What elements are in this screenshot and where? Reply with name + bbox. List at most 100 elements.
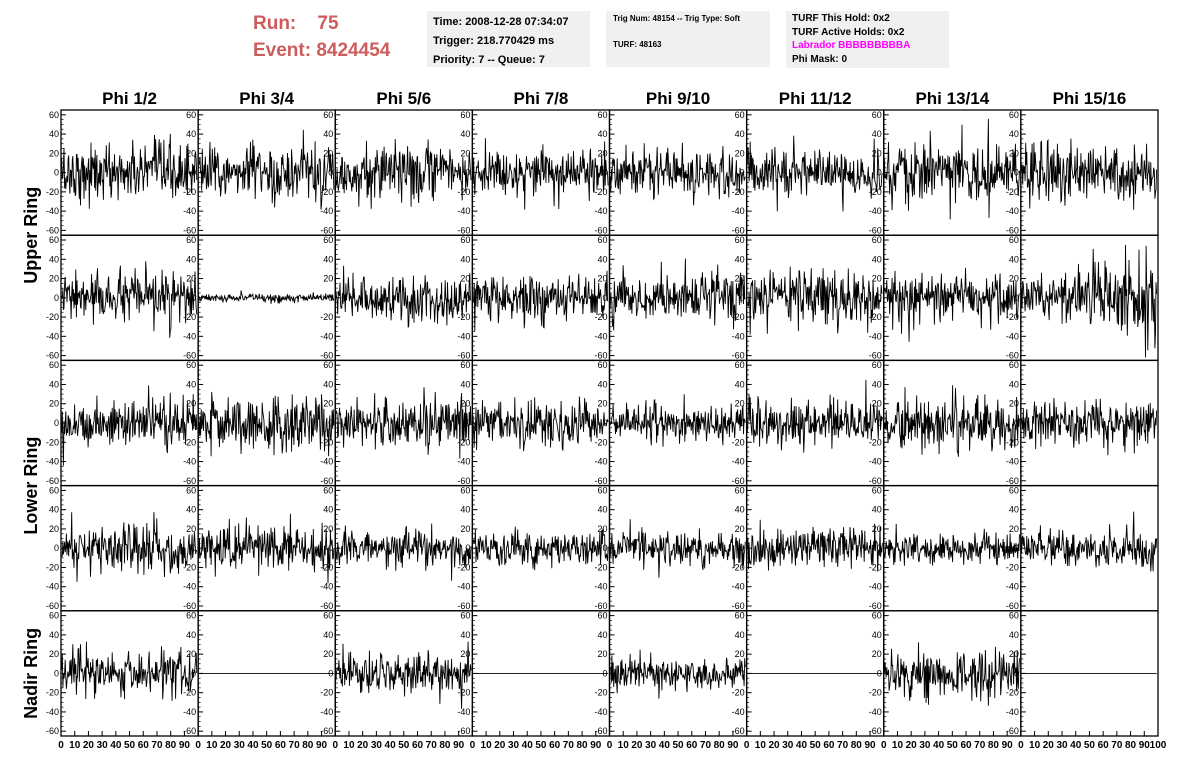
y-tick-label: -40 — [732, 582, 745, 592]
waveform-panel: -60 -40 -20 0 20 40 60 — [869, 359, 1022, 487]
y-tick-label: -20 — [457, 437, 470, 447]
y-tick-label: 40 — [872, 630, 882, 640]
y-tick-label: 20 — [1009, 148, 1019, 158]
waveform-panel: -60 -40 -20 0 20 40 60 — [46, 359, 199, 487]
x-tick-label: 70 — [974, 740, 986, 751]
y-tick-label: -40 — [1006, 331, 1019, 341]
y-tick-label: 0 — [877, 293, 882, 303]
y-tick-label: 20 — [597, 524, 607, 534]
y-tick-label: -60 — [1006, 225, 1019, 235]
y-tick-label: -60 — [869, 351, 882, 361]
x-tick-label: 90 — [453, 740, 465, 751]
x-tick-label: 20 — [83, 740, 95, 751]
y-tick-label: -60 — [732, 351, 745, 361]
waveform-panel: -60 -40 -20 0 20 40 60 — [869, 234, 1022, 362]
waveform-panel: -60 -40 -20 0 20 40 60 — [457, 234, 611, 362]
y-tick-label: 60 — [49, 235, 59, 245]
y-tick-label: 0 — [740, 418, 745, 428]
x-tick-label: 40 — [522, 740, 534, 751]
y-tick-label: 0 — [602, 543, 607, 553]
x-tick-label: 20 — [220, 740, 232, 751]
y-tick-label: -60 — [732, 476, 745, 486]
x-tick-label: 40 — [933, 740, 945, 751]
x-tick-label: 80 — [577, 740, 589, 751]
y-tick-label: -40 — [457, 707, 470, 717]
y-tick-label: -60 — [183, 601, 196, 611]
waveform-trace — [61, 512, 198, 582]
y-tick-label: 40 — [597, 379, 607, 389]
y-tick-label: 20 — [460, 274, 470, 284]
x-tick-label: 60 — [549, 740, 561, 751]
y-tick-label: 60 — [323, 360, 333, 370]
y-tick-label: 0 — [191, 293, 196, 303]
y-tick-label: 20 — [735, 524, 745, 534]
y-tick-label: -20 — [183, 187, 196, 197]
y-tick-label: -60 — [46, 726, 59, 736]
waveform-panel: -60 -40 -20 0 20 40 60 — [1006, 359, 1159, 487]
y-tick-label: 20 — [460, 399, 470, 409]
panel-frame — [883, 484, 1022, 612]
y-tick-label: 60 — [323, 611, 333, 621]
waveform-panel: -60 -40 -20 0 20 40 60 — [457, 484, 611, 612]
y-tick-label: -20 — [594, 437, 607, 447]
y-tick-label: -20 — [1006, 437, 1019, 447]
x-tick-label: 30 — [645, 740, 657, 751]
y-tick-label: 40 — [460, 254, 470, 264]
y-tick-label: -40 — [732, 707, 745, 717]
waveform-trace — [61, 385, 198, 466]
y-tick-label: -40 — [869, 206, 882, 216]
waveform-trace — [472, 526, 609, 571]
waveform-panel: -60 -40 -20 0 20 40 60 — [594, 359, 748, 487]
waveform-trace — [335, 387, 472, 459]
y-tick-label: -40 — [594, 707, 607, 717]
y-tick-label: -60 — [46, 351, 59, 361]
y-tick-label: 0 — [602, 293, 607, 303]
x-tick-label: 50 — [535, 740, 547, 751]
x-tick-label: 10 — [481, 740, 493, 751]
column-header: Phi 15/16 — [1053, 89, 1127, 108]
y-tick-label: 20 — [186, 399, 196, 409]
x-tick-label: 90 — [1139, 740, 1151, 751]
y-tick-label: -20 — [594, 187, 607, 197]
y-tick-label: -20 — [183, 437, 196, 447]
x-tick-label: 0 — [58, 740, 64, 751]
y-tick-label: 40 — [597, 630, 607, 640]
y-tick-label: -40 — [457, 457, 470, 467]
x-tick-label: 0 — [744, 740, 750, 751]
y-tick-label: -60 — [594, 476, 607, 486]
y-tick-label: 60 — [1009, 611, 1019, 621]
x-tick-label: 10 — [755, 740, 767, 751]
x-tick-label: 100 — [1150, 740, 1167, 751]
y-tick-label: -40 — [320, 582, 333, 592]
x-tick-label: 40 — [659, 740, 671, 751]
waveform-panel: -60 -40 -20 0 20 40 60 — [320, 359, 474, 487]
y-tick-label: 60 — [49, 110, 59, 120]
x-tick-label: 90 — [864, 740, 876, 751]
x-tick-label: 60 — [960, 740, 972, 751]
y-tick-label: -60 — [869, 225, 882, 235]
waveform-trace — [61, 133, 198, 209]
waveform-panel: -60 -40 -20 0 20 40 60 — [594, 109, 748, 236]
y-tick-label: 0 — [328, 543, 333, 553]
y-tick-label: -60 — [1006, 351, 1019, 361]
y-tick-label: 0 — [465, 418, 470, 428]
x-tick-label: 90 — [179, 740, 191, 751]
y-tick-label: -60 — [320, 726, 333, 736]
y-tick-label: -40 — [457, 206, 470, 216]
y-tick-label: -40 — [46, 331, 59, 341]
y-tick-label: -60 — [183, 476, 196, 486]
y-tick-label: 60 — [460, 110, 470, 120]
trigger-text: Trigger: 218.770429 ms — [433, 35, 555, 47]
x-tick-label: 60 — [412, 740, 424, 751]
y-tick-label: -20 — [732, 187, 745, 197]
y-tick-label: -60 — [183, 726, 196, 736]
y-tick-label: -40 — [320, 206, 333, 216]
y-tick-label: -40 — [46, 707, 59, 717]
event-value: 8424454 — [316, 40, 391, 61]
y-tick-label: 20 — [735, 148, 745, 158]
y-tick-label: 20 — [735, 649, 745, 659]
y-tick-label: -40 — [457, 582, 470, 592]
y-tick-label: 60 — [49, 611, 59, 621]
y-tick-label: -40 — [320, 457, 333, 467]
